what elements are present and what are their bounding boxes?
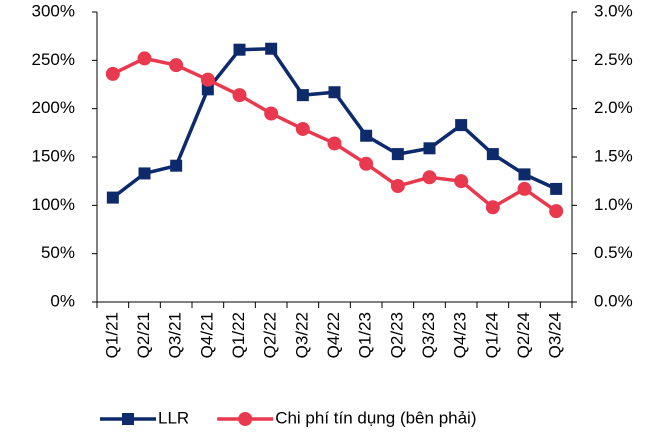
- y-tick-label: 0%: [50, 291, 75, 310]
- point: [232, 88, 247, 103]
- point: [138, 167, 151, 180]
- y2-tick-label: 0.0%: [594, 291, 633, 310]
- y-tick-label: 200%: [32, 98, 75, 117]
- y-tick-label: 300%: [32, 1, 75, 20]
- legend-label: LLR: [158, 408, 189, 427]
- point: [454, 174, 469, 189]
- point: [486, 148, 499, 161]
- y-tick-label: 150%: [32, 146, 75, 165]
- y2-tick-label: 2.5%: [594, 50, 633, 69]
- x-tick-label: Q2/22: [261, 312, 280, 358]
- point: [517, 181, 532, 196]
- x-tick-label: Q1/22: [229, 312, 248, 358]
- legend-label: Chi phí tín dụng (bên phải): [275, 408, 476, 427]
- point: [455, 119, 468, 132]
- y-tick-label: 50%: [41, 243, 75, 262]
- point: [391, 148, 404, 161]
- point: [296, 89, 309, 102]
- x-tick-label: Q3/24: [546, 312, 565, 358]
- point: [485, 200, 500, 215]
- point: [328, 86, 341, 99]
- y2-tick-label: 2.0%: [594, 98, 633, 117]
- x-tick-label: Q3/21: [166, 312, 185, 358]
- y-tick-label: 100%: [32, 195, 75, 214]
- x-tick-label: Q1/21: [102, 312, 121, 358]
- point: [137, 51, 152, 66]
- x-tick-label: Q1/23: [356, 312, 375, 358]
- point: [550, 182, 563, 195]
- point: [170, 159, 183, 172]
- point: [327, 136, 342, 151]
- point: [390, 179, 405, 193]
- x-tick-label: Q3/22: [292, 312, 311, 358]
- point: [264, 106, 279, 121]
- point: [422, 170, 437, 185]
- x-tick-label: Q4/22: [324, 312, 343, 358]
- legend-marker: [238, 412, 253, 426]
- y-tick-label: 250%: [32, 50, 75, 69]
- x-tick-label: Q2/24: [514, 312, 533, 358]
- y2-tick-label: 3.0%: [594, 1, 633, 20]
- point: [359, 156, 374, 171]
- point: [105, 66, 120, 81]
- point: [233, 43, 246, 56]
- point: [295, 121, 310, 136]
- y2-tick-label: 0.5%: [594, 243, 633, 262]
- x-tick-label: Q1/24: [482, 312, 501, 358]
- point: [549, 204, 564, 219]
- y2-tick-label: 1.0%: [594, 195, 633, 214]
- y2-tick-label: 1.5%: [594, 146, 633, 165]
- point: [360, 129, 373, 142]
- point: [106, 191, 119, 204]
- x-tick-label: Q3/23: [419, 312, 438, 358]
- point: [518, 168, 531, 181]
- point: [423, 142, 436, 155]
- x-tick-label: Q2/23: [387, 312, 406, 358]
- legend-marker: [122, 413, 134, 425]
- x-tick-label: Q4/21: [197, 312, 216, 358]
- x-tick-label: Q4/23: [451, 312, 470, 358]
- series-line: [112, 56, 558, 213]
- point: [201, 83, 214, 96]
- point: [169, 58, 184, 73]
- x-tick-label: Q2/21: [134, 312, 153, 358]
- point: [200, 72, 215, 87]
- point: [265, 42, 278, 55]
